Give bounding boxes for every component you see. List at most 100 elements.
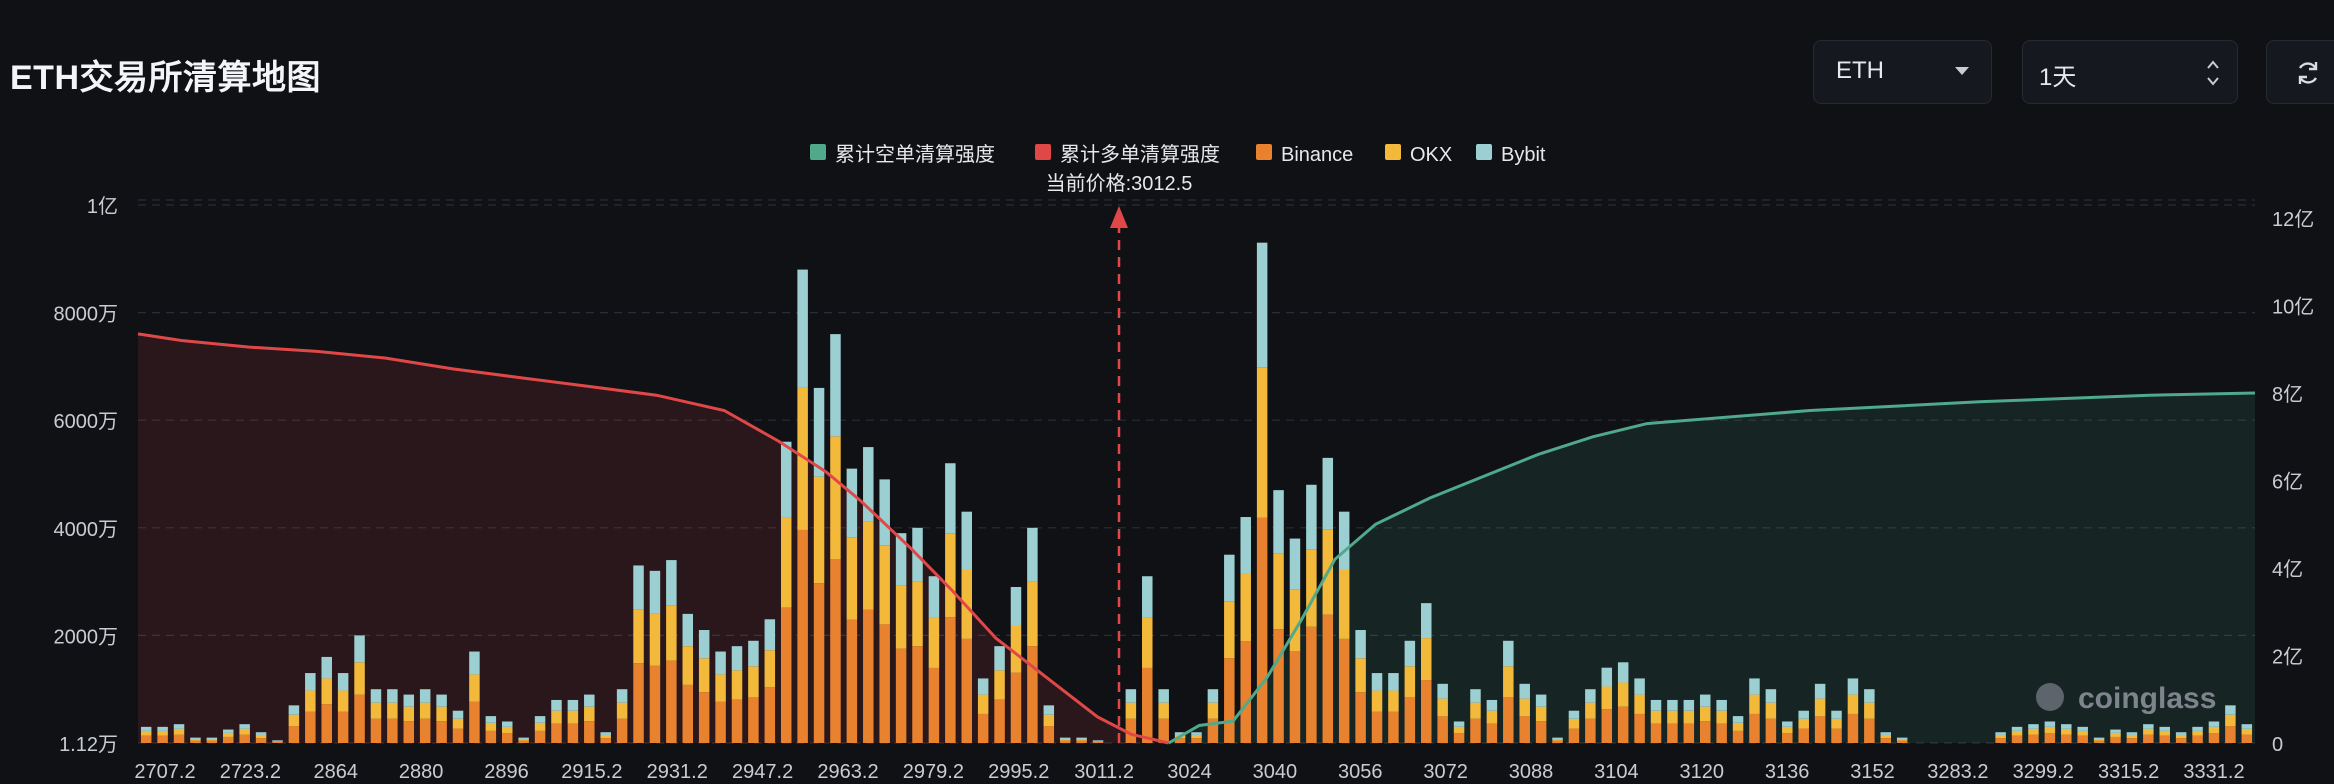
bar-okx — [1421, 638, 1432, 681]
bar-bybit — [1158, 689, 1169, 703]
bar-okx — [2028, 728, 2039, 735]
bar-okx — [1699, 706, 1711, 722]
refresh-button[interactable] — [2266, 40, 2334, 104]
bar-binance — [1765, 718, 1777, 743]
bar-bybit — [846, 468, 858, 538]
bar-binance — [1191, 738, 1202, 743]
legend-swatch — [1035, 144, 1051, 160]
bar-binance — [879, 624, 890, 743]
bar-binance — [1421, 680, 1432, 743]
bar-bybit — [1289, 538, 1301, 590]
page-title: ETH交易所清算地图 — [10, 59, 321, 97]
bar-binance — [1059, 740, 1071, 743]
bar-binance — [633, 663, 644, 743]
bar-okx — [879, 545, 890, 625]
bar-binance — [600, 738, 611, 743]
x-tick-label: 3024 — [1167, 761, 1212, 783]
bar-binance — [305, 711, 316, 743]
bar-bybit — [682, 613, 694, 647]
bar-okx — [337, 690, 349, 712]
bar-okx — [157, 730, 168, 736]
bar-bybit — [2225, 705, 2236, 715]
bar-bybit — [1617, 662, 1629, 683]
bar-bybit — [354, 635, 365, 663]
bar-binance — [666, 660, 677, 743]
bar-okx — [469, 674, 480, 702]
bar-binance — [945, 617, 956, 743]
bar-binance — [551, 723, 562, 743]
bar-binance — [1486, 723, 1498, 743]
bar-binance — [649, 665, 661, 743]
bar-okx — [1404, 666, 1416, 698]
bar-okx — [1371, 690, 1383, 712]
bar-binance — [1076, 740, 1087, 743]
bar-okx — [2061, 728, 2072, 735]
bar-binance — [1503, 697, 1514, 743]
bar-okx — [1273, 553, 1284, 630]
bar-bybit — [1749, 678, 1760, 695]
bar-okx — [1617, 682, 1629, 707]
bar-okx — [272, 740, 283, 742]
bar-okx — [1519, 698, 1530, 717]
bar-binance — [1224, 658, 1235, 743]
bar-okx — [1864, 702, 1875, 719]
bar-binance — [2110, 736, 2121, 743]
bar-bybit — [1191, 732, 1202, 735]
bar-bybit — [1831, 710, 1842, 719]
bar-bybit — [2093, 737, 2105, 739]
bar-binance — [2011, 735, 2023, 743]
period-select[interactable]: 1天 — [2022, 40, 2238, 104]
bar-bybit — [567, 699, 579, 711]
bar-binance — [518, 740, 529, 743]
bar-binance — [485, 730, 497, 743]
bar-okx — [698, 658, 710, 693]
bar-bybit — [1355, 630, 1366, 659]
bar-binance — [1732, 730, 1744, 743]
bar-binance — [895, 648, 907, 743]
period-select-value: 1天 — [2039, 64, 2077, 91]
bar-bybit — [305, 673, 316, 691]
bar-okx — [190, 738, 201, 741]
coin-select-value: ETH — [1836, 57, 1884, 84]
x-tick-label: 3011.2 — [1074, 761, 1134, 783]
x-tick-label: 2707.2 — [134, 761, 195, 783]
bar-binance — [255, 738, 267, 743]
y-right-tick-label: 2亿 — [2272, 646, 2303, 669]
bar-binance — [1864, 718, 1875, 743]
bar-okx — [551, 710, 562, 724]
bar-binance — [452, 728, 464, 743]
bar-bybit — [1421, 603, 1432, 639]
bar-bybit — [1683, 699, 1695, 711]
bar-bybit — [1716, 699, 1727, 711]
bar-bybit — [813, 387, 825, 477]
bar-okx — [1896, 738, 1908, 741]
bar-binance — [337, 711, 349, 743]
bar-okx — [1306, 549, 1317, 627]
bar-binance — [1207, 718, 1219, 743]
y-right-tick-label: 6亿 — [2272, 471, 2303, 494]
x-tick-label: 3072 — [1423, 761, 1468, 783]
spinner-arrows-icon — [2207, 60, 2219, 86]
coin-select[interactable]: ETH — [1813, 40, 1992, 104]
bar-binance — [1010, 672, 1022, 743]
bar-bybit — [1765, 689, 1777, 703]
y-left-tick-label: 1亿 — [87, 195, 118, 218]
bar-bybit — [157, 726, 168, 731]
bar-binance — [1552, 740, 1563, 743]
current-price-label: 当前价格:3012.5 — [1046, 172, 1193, 195]
bar-binance — [698, 692, 710, 743]
bar-okx — [715, 674, 726, 702]
bar-bybit — [469, 651, 480, 675]
bar-binance — [830, 559, 841, 743]
bar-binance — [534, 730, 546, 743]
bar-binance — [1683, 723, 1695, 743]
bar-okx — [501, 726, 513, 734]
bar-okx — [321, 678, 332, 705]
bar-binance — [863, 609, 874, 743]
bar-binance — [1142, 667, 1153, 743]
bar-binance — [813, 583, 825, 743]
bar-binance — [1404, 697, 1416, 743]
bar-binance — [961, 638, 972, 743]
bar-okx — [1798, 718, 1809, 729]
bar-bybit — [1650, 699, 1662, 711]
